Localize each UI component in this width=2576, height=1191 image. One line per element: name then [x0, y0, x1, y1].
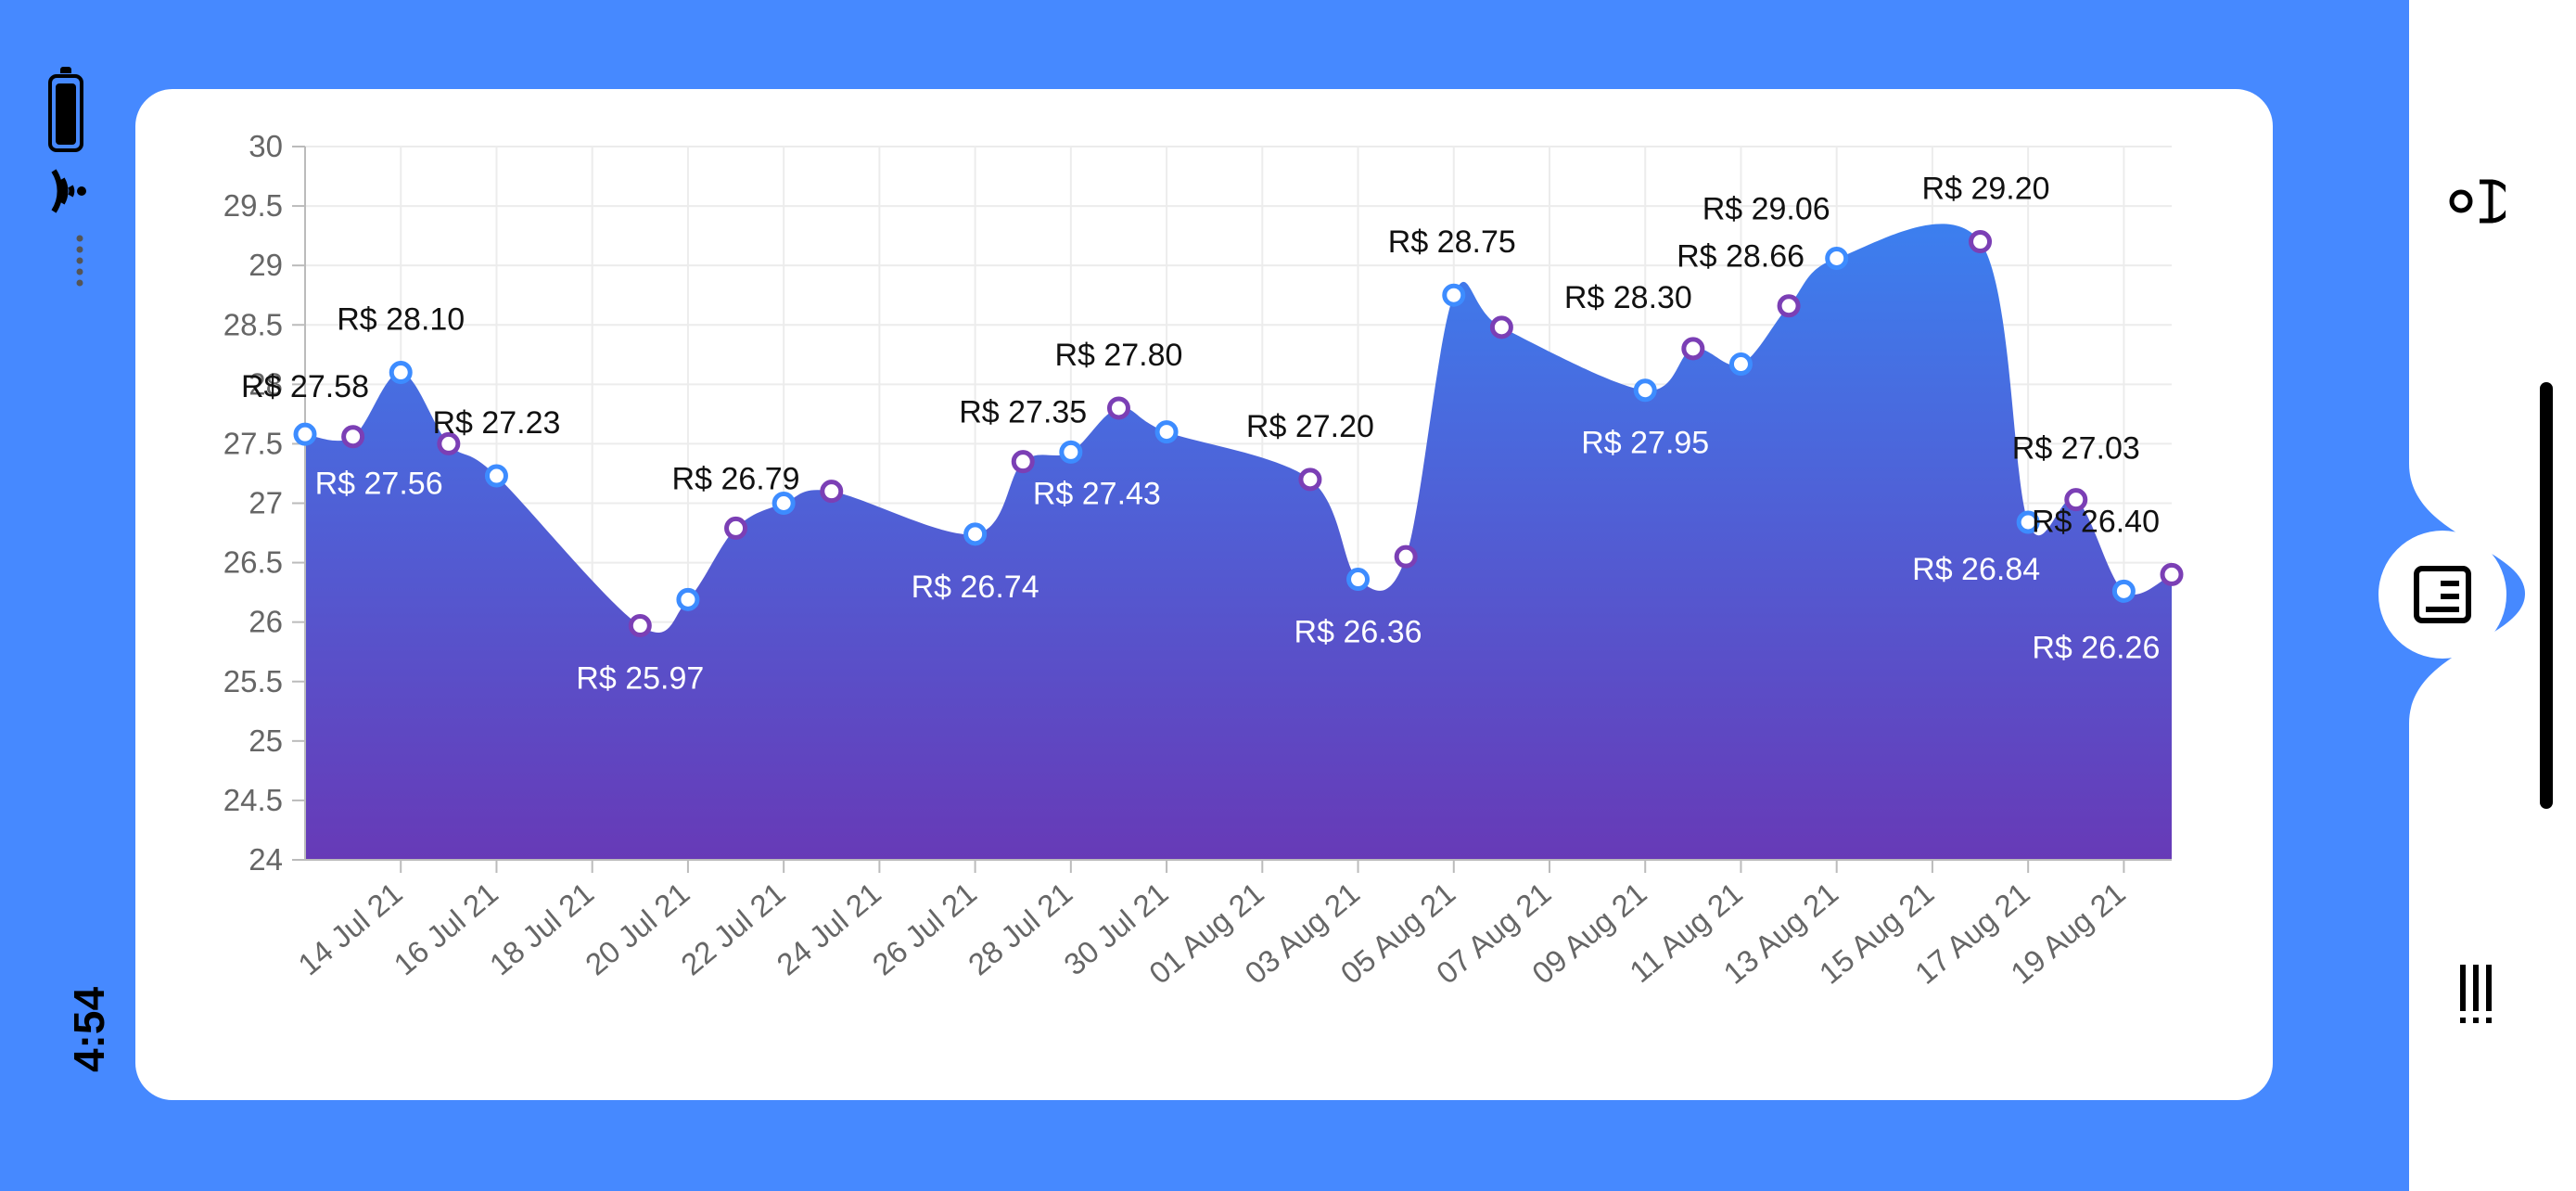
- x-tick-label: 26 Jul 21: [866, 876, 983, 981]
- data-point[interactable]: [2160, 562, 2184, 586]
- data-point[interactable]: [1154, 420, 1179, 444]
- x-tick-label: 28 Jul 21: [962, 876, 1078, 981]
- x-tick-label: 24 Jul 21: [770, 876, 886, 981]
- data-point[interactable]: [1298, 467, 1322, 492]
- data-point[interactable]: [2064, 488, 2088, 512]
- x-tick-label: 16 Jul 21: [388, 876, 504, 981]
- x-tick-label: 14 Jul 21: [291, 876, 408, 981]
- y-tick-label: 26: [249, 605, 283, 639]
- barcode-icon[interactable]: [2457, 963, 2498, 1026]
- notes-icon: [2414, 566, 2471, 623]
- data-point[interactable]: [1728, 352, 1753, 377]
- data-labels: R$ 27.58 R$ 27.56 R$ 28.10 R$ 27.23 R$ 25.97…: [241, 172, 2160, 697]
- data-label: R$ 27.80: [1054, 338, 1182, 373]
- data-label: R$ 27.58: [241, 369, 369, 404]
- x-tick-label: 18 Jul 21: [483, 876, 600, 981]
- y-tick-label: 29.5: [223, 188, 283, 223]
- data-label: R$ 27.23: [432, 405, 560, 441]
- y-tick-label: 27: [249, 486, 283, 520]
- data-point[interactable]: [1633, 378, 1657, 403]
- data-label: R$ 26.40: [2032, 504, 2160, 539]
- y-tick-label: 24: [249, 842, 283, 877]
- data-label: R$ 26.26: [2032, 630, 2160, 665]
- data-label: R$ 26.79: [672, 461, 800, 496]
- data-point[interactable]: [1969, 230, 1993, 254]
- data-point[interactable]: [293, 422, 317, 446]
- data-point[interactable]: [820, 480, 844, 504]
- y-tick-label: 25: [249, 724, 283, 758]
- y-tick-label: 24.5: [223, 783, 283, 817]
- data-point[interactable]: [1681, 337, 1705, 361]
- data-point[interactable]: [1777, 294, 1801, 318]
- data-label: R$ 26.36: [1294, 615, 1422, 650]
- y-tick-label: 28: [249, 366, 283, 401]
- data-point[interactable]: [628, 614, 652, 638]
- x-tick-label: 22 Jul 21: [674, 876, 791, 981]
- price-area-chart: 30 29.5 29 28.5 28 27.5 27 26.5 26 25.5 25 24.5 24 1…: [223, 129, 2184, 991]
- data-point[interactable]: [1106, 396, 1130, 420]
- data-label: R$ 25.97: [576, 661, 704, 697]
- x-tick-label: 20 Jul 21: [579, 876, 695, 981]
- data-markers: [293, 230, 2184, 638]
- data-label: R$ 29.06: [1702, 191, 1830, 226]
- y-tick-label: 25.5: [223, 664, 283, 698]
- wifi-icon: [51, 169, 86, 213]
- data-label: R$ 26.84: [1912, 552, 2040, 587]
- data-point[interactable]: [389, 361, 413, 385]
- y-tick-label: 26.5: [223, 545, 283, 580]
- data-label: R$ 27.43: [1033, 476, 1161, 511]
- data-point[interactable]: [1442, 283, 1466, 307]
- data-point[interactable]: [963, 522, 988, 546]
- signal-dots-icon: [76, 235, 83, 287]
- data-label: R$ 28.75: [1388, 224, 1516, 260]
- chart-card: 30 29.5 29 28.5 28 27.5 27 26.5 26 25.5 25 24.5 24 1…: [135, 89, 2273, 1100]
- y-tick-label: 30: [249, 129, 283, 163]
- data-point[interactable]: [2111, 579, 2136, 603]
- data-label: R$ 27.20: [1246, 409, 1374, 444]
- battery-icon: [48, 67, 83, 152]
- data-point[interactable]: [1011, 450, 1035, 474]
- data-label: R$ 29.20: [1922, 172, 2050, 207]
- data-point[interactable]: [437, 431, 461, 455]
- chart-axes: [304, 147, 2172, 861]
- y-axis-labels: 30 29.5 29 28.5 28 27.5 27 26.5 26 25.5 25 24.5 24: [223, 129, 283, 877]
- data-point[interactable]: [1489, 315, 1513, 339]
- data-point[interactable]: [676, 587, 700, 611]
- data-point[interactable]: [1825, 246, 1849, 270]
- y-tick-label: 28.5: [223, 307, 283, 341]
- data-label: R$ 27.95: [1581, 426, 1709, 461]
- y-tick-label: 29: [249, 248, 283, 282]
- data-point[interactable]: [1394, 544, 1418, 569]
- status-bar: 4:54: [0, 0, 135, 1191]
- data-point[interactable]: [1059, 440, 1083, 464]
- data-label: R$ 28.66: [1677, 239, 1804, 275]
- data-label: R$ 27.56: [315, 467, 443, 502]
- data-point[interactable]: [1346, 568, 1371, 592]
- status-time: 4:54: [65, 986, 113, 1073]
- data-label: R$ 27.03: [2012, 431, 2140, 467]
- y-tick-label: 27.5: [223, 426, 283, 460]
- battery-level: [56, 83, 76, 145]
- data-point[interactable]: [772, 492, 796, 515]
- data-label: R$ 27.35: [959, 395, 1087, 430]
- notes-button[interactable]: [2378, 531, 2506, 659]
- scroll-handle[interactable]: [2540, 382, 2553, 809]
- camera-icon[interactable]: [2448, 174, 2506, 228]
- area-series: [305, 224, 2172, 861]
- data-label: R$ 26.74: [912, 570, 1039, 605]
- data-label: R$ 28.30: [1564, 280, 1692, 315]
- data-point[interactable]: [341, 425, 365, 449]
- data-point[interactable]: [724, 516, 748, 540]
- app-background: 4:54 30 29.5 29 28.5 28 27.5 27 26.5 26 25.5 25 24.…: [0, 0, 2409, 1191]
- data-point[interactable]: [2016, 510, 2040, 534]
- data-label: R$ 28.10: [337, 302, 465, 338]
- data-point[interactable]: [484, 464, 508, 488]
